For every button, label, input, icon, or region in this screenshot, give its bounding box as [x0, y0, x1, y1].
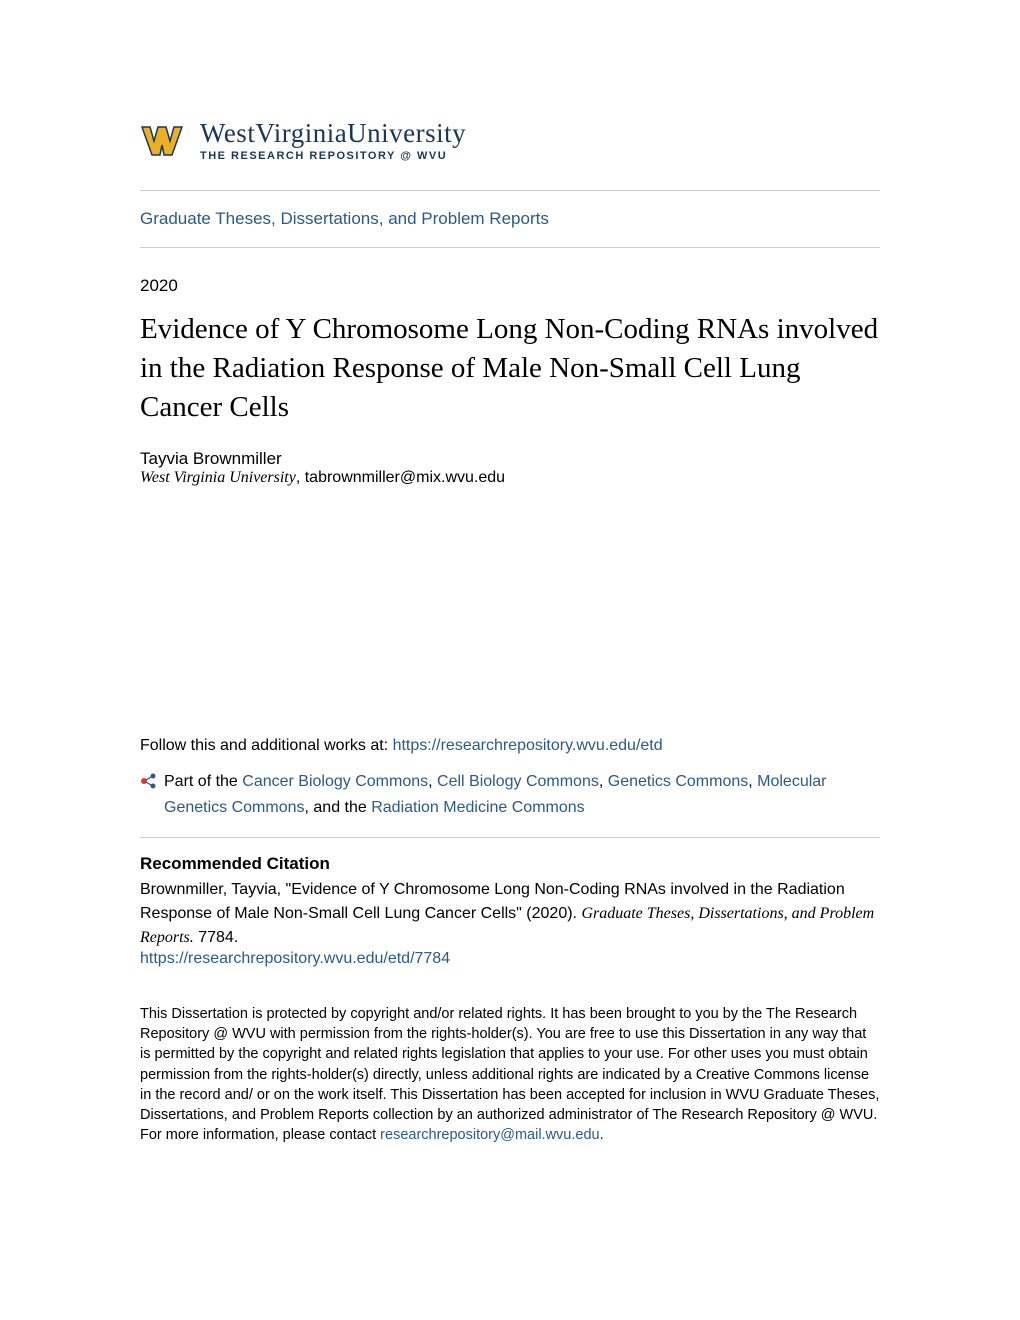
institution-logo: WestVirginiaUniversity THE RESEARCH REPO… — [140, 120, 880, 162]
citation-body: Brownmiller, Tayvia, "Evidence of Y Chro… — [140, 878, 880, 950]
citation-part2: 7784. — [194, 929, 238, 946]
citation-url-link[interactable]: https://researchrepository.wvu.edu/etd/7… — [140, 950, 880, 968]
follow-url-link[interactable]: https://researchrepository.wvu.edu/etd — [393, 737, 663, 754]
disclaimer-suffix: . — [600, 1127, 604, 1143]
document-page: WestVirginiaUniversity THE RESEARCH REPO… — [0, 0, 1020, 1206]
divider — [140, 837, 880, 838]
commons-section: Part of the Cancer Biology Commons, Cell… — [140, 769, 880, 820]
commons-link-1[interactable]: Cell Biology Commons — [437, 773, 599, 790]
disclaimer-text: This Dissertation is protected by copyri… — [140, 1006, 879, 1144]
logo-text-block: WestVirginiaUniversity THE RESEARCH REPO… — [200, 120, 466, 162]
commons-sep-3: , and the — [305, 799, 372, 816]
commons-prefix: Part of the — [164, 773, 242, 790]
author-email: tabrownmiller@mix.wvu.edu — [305, 469, 505, 486]
collection-link[interactable]: Graduate Theses, Dissertations, and Prob… — [140, 191, 880, 247]
author-block: Tayvia Brownmiller West Virginia Univers… — [140, 449, 880, 487]
commons-sep-1: , — [599, 773, 608, 790]
copyright-disclaimer: This Dissertation is protected by copyri… — [140, 1004, 880, 1146]
wvu-flying-wv-icon — [140, 123, 192, 159]
commons-link-4[interactable]: Radiation Medicine Commons — [371, 799, 584, 816]
follow-prefix: Follow this and additional works at: — [140, 737, 393, 754]
commons-link-2[interactable]: Genetics Commons — [608, 773, 749, 790]
paper-title: Evidence of Y Chromosome Long Non-Coding… — [140, 310, 880, 427]
university-name: WestVirginiaUniversity — [200, 120, 466, 147]
repository-tagline: THE RESEARCH REPOSITORY @ WVU — [200, 151, 466, 162]
vertical-spacer — [140, 487, 880, 737]
commons-sep-2: , — [748, 773, 757, 790]
network-icon — [140, 772, 158, 790]
commons-link-0[interactable]: Cancer Biology Commons — [242, 773, 428, 790]
commons-sep-0: , — [428, 773, 437, 790]
disclaimer-email-link[interactable]: researchrepository@mail.wvu.edu — [380, 1127, 599, 1143]
author-name: Tayvia Brownmiller — [140, 449, 880, 469]
author-email-separator: , — [296, 469, 305, 486]
author-affiliation-line: West Virginia University, tabrownmiller@… — [140, 469, 880, 487]
citation-heading: Recommended Citation — [140, 854, 880, 874]
follow-works-section: Follow this and additional works at: htt… — [140, 737, 880, 755]
publication-year: 2020 — [140, 276, 880, 296]
author-affiliation: West Virginia University — [140, 469, 296, 486]
commons-text: Part of the Cancer Biology Commons, Cell… — [164, 769, 880, 820]
divider — [140, 247, 880, 248]
